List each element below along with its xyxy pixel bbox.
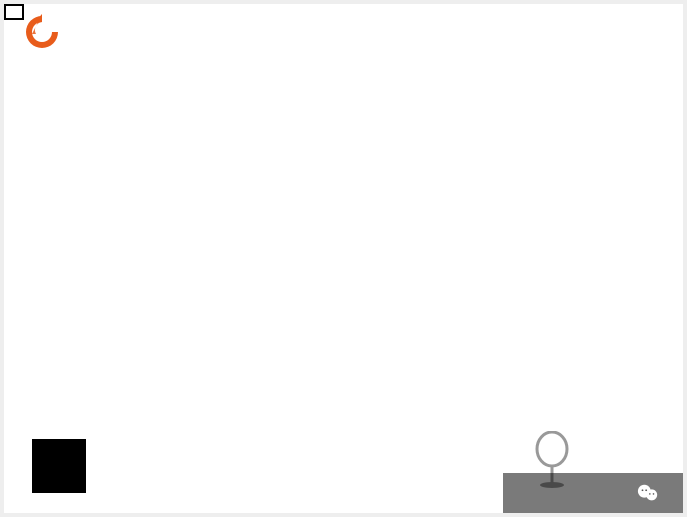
wechat-overlay: [503, 473, 683, 513]
skull-icon: [32, 439, 86, 493]
wechat-icon: [637, 482, 659, 504]
callout-li: [4, 4, 24, 20]
slide-root: [0, 0, 687, 517]
qr-code: [593, 389, 669, 465]
diagram-canvas: [4, 4, 687, 517]
